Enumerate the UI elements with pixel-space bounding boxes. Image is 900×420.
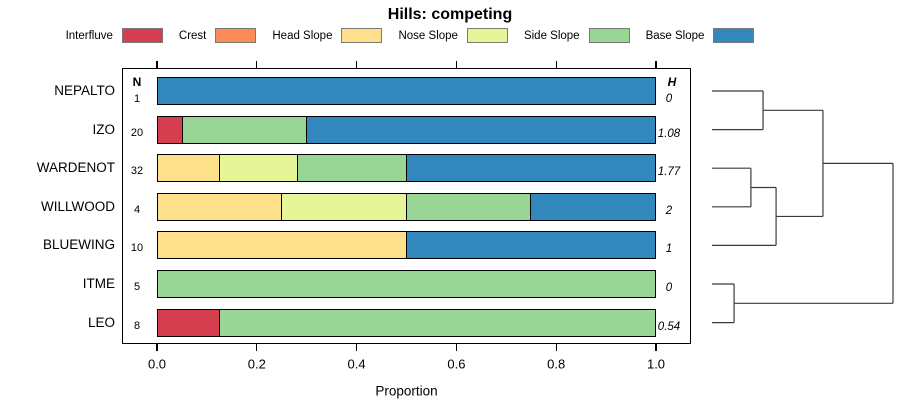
n-value-willwood: 4 <box>133 203 141 216</box>
bar-row-willwood <box>157 192 656 221</box>
x-tick-label-0.0: 0.0 <box>147 356 167 372</box>
x-axis-top-tick-0.0 <box>156 61 158 68</box>
bar-segment-willwood-head-slope <box>158 193 283 220</box>
bar-segment-wardenot-base-slope <box>406 155 655 182</box>
n-value-bluewing: 10 <box>130 242 144 255</box>
bar-segment-willwood-nose-slope <box>282 193 407 220</box>
x-tick-label-0.4: 0.4 <box>347 356 366 372</box>
x-tick-label-0.2: 0.2 <box>247 356 266 372</box>
bar-row-leo <box>157 308 656 337</box>
legend-item-interfluve: Interfluve <box>66 28 163 43</box>
h-value-itme: 0 <box>665 282 673 294</box>
bar-segment-willwood-base-slope <box>530 193 655 220</box>
legend-label-crest: Crest <box>178 29 207 42</box>
x-tick-label-0.6: 0.6 <box>447 356 466 372</box>
bar-row-izo <box>157 115 656 144</box>
legend-item-side-slope: Side Slope <box>524 28 630 43</box>
bar-segment-bluewing-base-slope <box>406 232 655 259</box>
row-label-wardenot: WARDENOT <box>36 160 115 176</box>
row-label-bluewing: BLUEWING <box>42 237 115 253</box>
n-value-izo: 20 <box>130 126 144 139</box>
x-axis-bottom-tick-0.0 <box>156 344 158 351</box>
x-axis-bottom-tick-0.8 <box>555 344 557 351</box>
h-value-nepalto: 0 <box>665 93 673 105</box>
bar-segment-wardenot-side-slope <box>297 155 407 182</box>
legend-label-base-slope: Base Slope <box>645 29 705 42</box>
x-tick-label-0.8: 0.8 <box>547 356 566 372</box>
bar-segment-izo-interfluve <box>158 116 183 143</box>
legend-item-crest: Crest <box>178 28 257 43</box>
bar-segment-bluewing-head-slope <box>158 232 407 259</box>
crest-color-swatch <box>215 28 257 43</box>
legend-label-side-slope: Side Slope <box>523 29 580 42</box>
x-tick-label-1.0: 1.0 <box>646 356 666 372</box>
bar-segment-itme-side-slope <box>158 271 655 297</box>
x-axis-top-tick-0.2 <box>256 61 258 68</box>
interfluve-color-swatch <box>121 28 163 43</box>
row-label-izo: IZO <box>92 121 116 137</box>
row-label-leo: LEO <box>87 314 115 330</box>
row-label-itme: ITME <box>82 276 115 291</box>
x-axis-label: Proportion <box>375 383 438 399</box>
bar-row-wardenot <box>157 154 656 183</box>
x-axis-bottom-tick-0.2 <box>256 344 258 351</box>
x-axis-top-tick-0.6 <box>455 61 458 68</box>
x-axis-bottom-tick-1.0 <box>655 344 657 351</box>
x-axis-bottom-tick-0.6 <box>455 344 458 351</box>
n-value-itme: 5 <box>133 281 141 293</box>
bar-row-bluewing <box>157 231 656 260</box>
n-value-leo: 8 <box>133 319 141 332</box>
bar-row-nepalto <box>157 77 656 105</box>
n-value-wardenot: 32 <box>130 165 144 178</box>
legend-label-interfluve: Interfluve <box>65 29 113 42</box>
x-axis-bottom-tick-0.4 <box>355 344 358 351</box>
h-value-leo: 0.54 <box>657 320 681 333</box>
legend-label-nose-slope: Nose Slope <box>398 29 458 42</box>
n-column-header: N <box>132 75 142 89</box>
h-column-header: H <box>667 75 677 89</box>
bar-segment-wardenot-head-slope <box>158 155 221 182</box>
legend: Interfluve Crest Head Slope Nose Slope Side … <box>10 28 810 43</box>
h-value-wardenot: 1.77 <box>657 166 681 179</box>
bar-segment-izo-base-slope <box>307 116 655 143</box>
bar-segment-leo-side-slope <box>220 309 655 336</box>
row-label-willwood: WILLWOOD <box>41 198 115 214</box>
side-slope-color-swatch <box>588 28 630 43</box>
h-value-bluewing: 1 <box>665 243 673 256</box>
h-value-izo: 1.08 <box>657 127 681 140</box>
head-slope-color-swatch <box>341 28 383 43</box>
x-axis-top-tick-1.0 <box>655 61 657 68</box>
row-label-nepalto: NEPALTO <box>54 83 115 98</box>
n-value-nepalto: 1 <box>133 93 141 105</box>
h-value-willwood: 2 <box>665 204 673 217</box>
bar-segment-izo-side-slope <box>182 116 308 143</box>
chart-title: Hills: competing <box>387 6 513 23</box>
x-axis-top-tick-0.8 <box>555 61 557 68</box>
legend-item-nose-slope: Nose Slope <box>398 28 508 43</box>
x-axis-top-tick-0.4 <box>355 61 358 68</box>
bar-segment-wardenot-nose-slope <box>220 155 298 182</box>
legend-item-head-slope: Head Slope <box>272 28 383 43</box>
base-slope-color-swatch <box>713 28 755 43</box>
bar-row-itme <box>157 270 656 298</box>
nose-slope-color-swatch <box>466 28 508 43</box>
bar-segment-nepalto-base-slope <box>158 78 655 104</box>
bar-segment-leo-interfluve <box>158 309 221 336</box>
bar-segment-willwood-side-slope <box>406 193 531 220</box>
legend-item-base-slope: Base Slope <box>646 28 755 43</box>
legend-label-head-slope: Head Slope <box>272 29 333 42</box>
